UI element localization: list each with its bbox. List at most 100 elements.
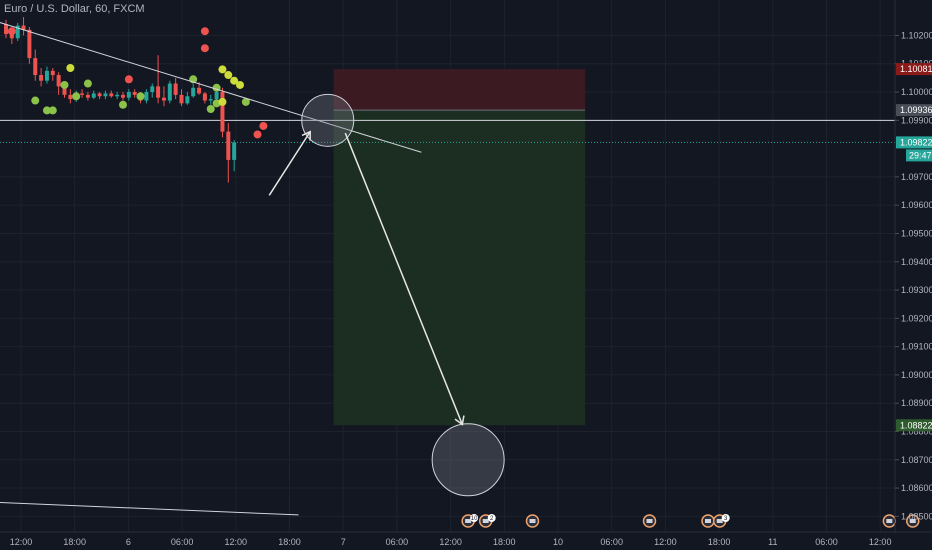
indicator-dot [206,105,215,114]
price-tag-label: 1.09822 [900,137,932,147]
x-tick-label: 06:00 [386,537,409,547]
candle-body [126,92,131,98]
indicator-dot [241,97,250,106]
candle-body [232,142,237,160]
price-tag [896,419,932,432]
candle-body [208,99,213,101]
y-tick-label: 1.09100 [901,342,932,352]
indicator-dot [136,92,145,101]
price-tag-label: 1.10081 [900,64,932,74]
indicator-dot [83,79,92,88]
drawings[interactable] [0,10,505,516]
candle-body [44,70,49,81]
circle-drawing[interactable] [301,93,355,147]
event-count-badge [487,514,496,522]
indicator-dot [7,27,16,36]
candle-body [15,25,20,39]
y-tick-label: 1.08900 [901,398,932,408]
candle-body [39,75,44,81]
time-axis[interactable]: 12:00 18:00 6 06:00 12:00 18:00 7 06:00 12:00 18:… [10,537,892,547]
candle-body [167,83,172,101]
price-tags: 1.10081 1.09936 1.09822 1.08822 29:47 [896,63,932,432]
countdown-tag [906,149,932,162]
candle-body [62,86,67,95]
x-tick-label: 11 [768,537,777,547]
candle-body [185,96,190,104]
candle-body [179,94,184,104]
y-tick-label: 1.09700 [901,172,932,182]
y-tick-label: 1.09000 [901,370,932,380]
candle-body [156,86,161,98]
candle-body [161,97,166,101]
arrow-line[interactable] [268,131,311,196]
indicator-dot [253,130,262,139]
take-profit-zone[interactable] [333,110,586,426]
y-tick-label: 1.10000 [901,87,932,97]
arrow-head [301,130,311,141]
candle-body [144,92,149,101]
candle-body [85,94,90,98]
candle-body [132,92,137,95]
trend-line[interactable] [0,10,422,153]
indicator-dot [48,106,57,115]
price-tag-label: 1.08822 [900,420,932,430]
event-flag-glyph [909,519,916,523]
x-tick-label: 12:00 [225,537,248,547]
x-tick-label: 7 [341,537,346,547]
circle-drawing[interactable] [431,423,505,497]
y-tick-label: 1.08500 [901,511,932,521]
candle-body [173,83,178,95]
stop-loss-zone[interactable] [333,69,586,111]
event-count-badge [470,514,479,522]
candle-body [197,87,202,94]
indicator-dot [236,80,244,89]
x-tick-label: 06:00 [600,537,623,547]
candle-body [103,93,108,97]
x-tick-label: 12:00 [10,537,33,547]
candle-body [68,94,73,100]
event-flag-glyph [482,519,489,523]
indicator-dot [218,97,227,106]
indicator-dot [218,65,227,74]
x-tick-label: 10 [553,537,563,547]
indicator-dot [259,121,268,130]
indicator-dot [124,75,133,84]
candle-body [50,70,55,76]
y-tick-label: 1.09400 [901,257,932,267]
arrow-line[interactable] [344,132,463,425]
candle-body [4,24,8,35]
indicator-dot [60,80,69,89]
y-tick-label: 1.08600 [901,483,932,493]
indicator-dot [119,100,127,109]
bottom-trend-line[interactable] [0,501,299,516]
candle-body [115,94,120,97]
candle-body [33,58,38,76]
horizontal-lines [0,119,895,143]
indicator-dots [7,27,268,139]
candle-body [21,25,26,30]
candle-body [80,93,85,95]
indicator-dot [200,27,209,36]
indicator-dot [224,71,233,80]
indicator-dot [42,106,51,115]
candle-body [214,92,219,100]
x-tick-label: 12:00 [439,537,462,547]
event-flag-glyph [705,519,711,523]
y-tick-label: 1.10200 [901,30,932,40]
candle-body [226,131,231,160]
indicator-dot [230,76,239,85]
arrow-head [454,415,465,426]
indicator-dot [31,96,40,105]
y-tick-label: 1.08700 [901,455,932,465]
price-tag-label: 1.09936 [900,105,932,115]
event-markers[interactable]: 10 2 3 [461,514,920,528]
candle-body [9,34,14,39]
candle-body [109,93,114,97]
chart-title: Euro / U.S. Dollar, 60, FXCM [4,3,145,15]
position-zones[interactable] [333,69,586,426]
candle-body [121,94,125,98]
event-flag-glyph [886,519,893,523]
event-flag-glyph [465,519,472,523]
x-tick-label: 6 [126,537,131,547]
